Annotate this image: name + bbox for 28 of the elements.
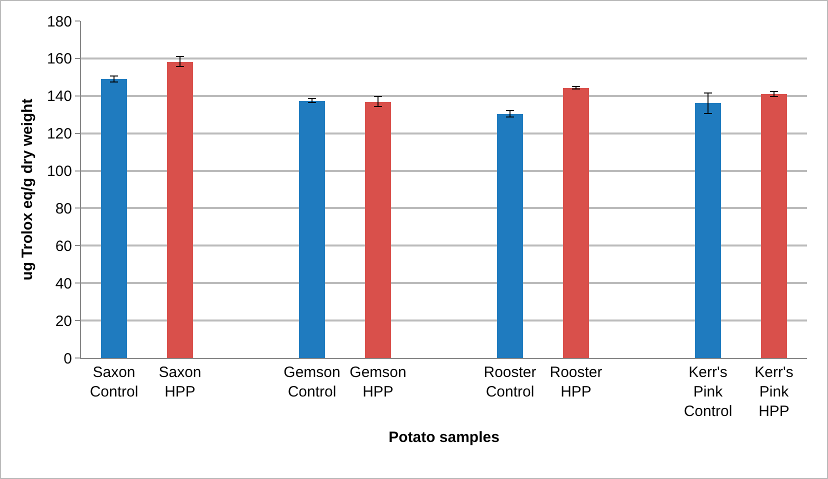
bar [299,101,325,358]
bar [563,88,589,358]
y-tick-label: 80 [55,200,72,218]
y-tick-label: 60 [55,238,72,255]
y-tick-label: 140 [46,88,72,106]
y-axis-title: ug Trolox eq/g dry weight [19,98,36,280]
x-axis-title: Potato samples [388,429,500,446]
bar [101,79,127,358]
y-tick-label: 0 [64,350,72,368]
x-tick-label: Saxon HPP [158,364,202,400]
y-tick-label: 180 [46,13,72,30]
bar [167,62,193,358]
y-tick-label: 40 [55,275,72,292]
x-tick-label: Kerr's Pink HPP [754,364,794,420]
x-tick-label: Gemson Control [284,364,340,400]
y-tick-label: 100 [46,163,72,180]
bar [365,102,391,358]
x-tick-label: Rooster HPP [550,364,602,400]
y-tick-label: 120 [46,126,72,143]
bar [497,114,523,358]
y-tick-label: 160 [46,50,72,68]
bar [695,103,721,358]
x-tick-label: Rooster Control [484,364,536,400]
bar [761,94,787,358]
x-tick-label: Kerr's Pink Control [684,364,732,420]
x-tick-label: Gemson HPP [350,364,406,400]
x-tick-label: Saxon Control [90,364,138,400]
y-tick-label: 20 [55,312,72,330]
